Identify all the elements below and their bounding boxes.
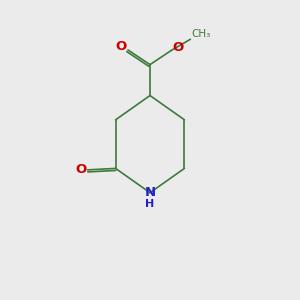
Text: O: O — [76, 163, 87, 176]
Text: H: H — [146, 199, 154, 209]
Text: CH₃: CH₃ — [191, 29, 210, 39]
Text: O: O — [172, 41, 183, 54]
Text: N: N — [144, 186, 156, 199]
Text: O: O — [116, 40, 127, 53]
